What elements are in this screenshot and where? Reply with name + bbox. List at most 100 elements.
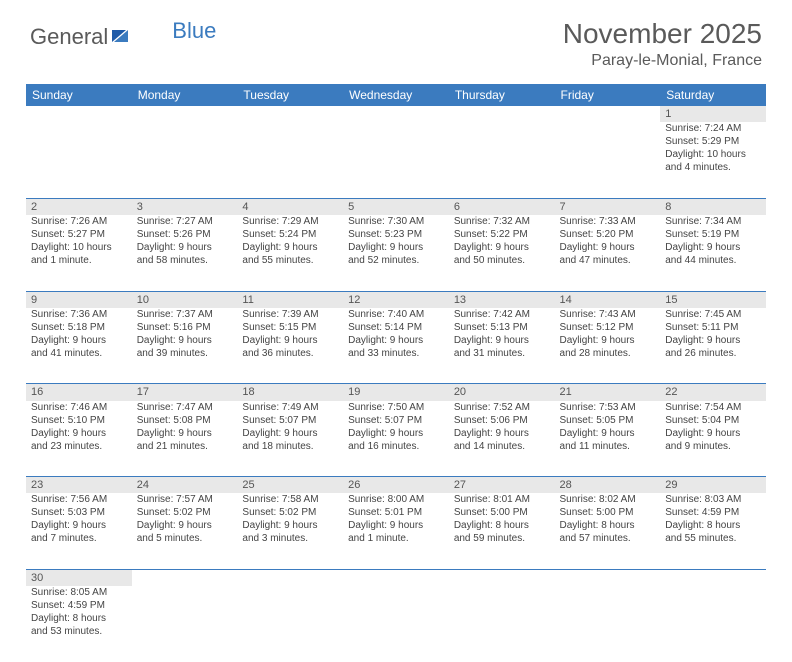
sunrise-line: Sunrise: 7:30 AM xyxy=(348,215,444,228)
header: General Blue November 2025 Paray-le-Moni… xyxy=(0,0,792,78)
sunrise-line: Sunrise: 7:34 AM xyxy=(665,215,761,228)
sunrise-line: Sunrise: 7:56 AM xyxy=(31,493,127,506)
daycell-25: Sunrise: 7:58 AMSunset: 5:02 PMDaylight:… xyxy=(237,493,343,569)
daylight-line2: and 39 minutes. xyxy=(137,347,233,360)
week-4-data: Sunrise: 7:56 AMSunset: 5:03 PMDaylight:… xyxy=(26,493,766,569)
sunrise-line: Sunrise: 7:49 AM xyxy=(242,401,338,414)
sunset-line: Sunset: 5:27 PM xyxy=(31,228,127,241)
daylight-line1: Daylight: 9 hours xyxy=(560,427,656,440)
sunrise-line: Sunrise: 7:33 AM xyxy=(560,215,656,228)
daycell-17: Sunrise: 7:47 AMSunset: 5:08 PMDaylight:… xyxy=(132,401,238,477)
sunrise-line: Sunrise: 7:58 AM xyxy=(242,493,338,506)
daynum-6: 6 xyxy=(449,198,555,215)
sunset-line: Sunset: 5:04 PM xyxy=(665,414,761,427)
daycell-7: Sunrise: 7:33 AMSunset: 5:20 PMDaylight:… xyxy=(555,215,661,291)
sunset-line: Sunset: 4:59 PM xyxy=(31,599,127,612)
sunset-line: Sunset: 5:22 PM xyxy=(454,228,550,241)
daynum-empty xyxy=(237,106,343,122)
daylight-line2: and 9 minutes. xyxy=(665,440,761,453)
week-1-daynums: 2345678 xyxy=(26,198,766,215)
sunrise-line: Sunrise: 7:24 AM xyxy=(665,122,761,135)
daynum-1: 1 xyxy=(660,106,766,122)
daylight-line1: Daylight: 8 hours xyxy=(31,612,127,625)
daynum-14: 14 xyxy=(555,291,661,308)
sunrise-line: Sunrise: 7:50 AM xyxy=(348,401,444,414)
sunset-line: Sunset: 5:07 PM xyxy=(348,414,444,427)
daynum-30: 30 xyxy=(26,569,132,586)
daylight-line1: Daylight: 9 hours xyxy=(242,427,338,440)
daylight-line1: Daylight: 8 hours xyxy=(665,519,761,532)
sunset-line: Sunset: 5:10 PM xyxy=(31,414,127,427)
daylight-line2: and 21 minutes. xyxy=(137,440,233,453)
sunset-line: Sunset: 5:02 PM xyxy=(137,506,233,519)
daycell-empty xyxy=(132,122,238,198)
daynum-11: 11 xyxy=(237,291,343,308)
daylight-line1: Daylight: 9 hours xyxy=(560,241,656,254)
daynum-10: 10 xyxy=(132,291,238,308)
sunrise-line: Sunrise: 7:42 AM xyxy=(454,308,550,321)
sunrise-line: Sunrise: 7:32 AM xyxy=(454,215,550,228)
daynum-3: 3 xyxy=(132,198,238,215)
sunrise-line: Sunrise: 8:02 AM xyxy=(560,493,656,506)
daylight-line1: Daylight: 9 hours xyxy=(665,334,761,347)
daycell-13: Sunrise: 7:42 AMSunset: 5:13 PMDaylight:… xyxy=(449,308,555,384)
daylight-line1: Daylight: 8 hours xyxy=(454,519,550,532)
daycell-16: Sunrise: 7:46 AMSunset: 5:10 PMDaylight:… xyxy=(26,401,132,477)
week-0-daynums: 1 xyxy=(26,106,766,122)
daylight-line2: and 1 minute. xyxy=(348,532,444,545)
daynum-empty xyxy=(449,106,555,122)
sunset-line: Sunset: 5:19 PM xyxy=(665,228,761,241)
daynum-29: 29 xyxy=(660,477,766,494)
sunset-line: Sunset: 5:15 PM xyxy=(242,321,338,334)
daycell-empty xyxy=(237,122,343,198)
sunrise-line: Sunrise: 7:36 AM xyxy=(31,308,127,321)
daycell-5: Sunrise: 7:30 AMSunset: 5:23 PMDaylight:… xyxy=(343,215,449,291)
sunrise-line: Sunrise: 7:46 AM xyxy=(31,401,127,414)
daynum-empty xyxy=(449,569,555,586)
daycell-empty xyxy=(449,586,555,662)
sunrise-line: Sunrise: 7:26 AM xyxy=(31,215,127,228)
daynum-5: 5 xyxy=(343,198,449,215)
daylight-line1: Daylight: 9 hours xyxy=(137,519,233,532)
daycell-30: Sunrise: 8:05 AMSunset: 4:59 PMDaylight:… xyxy=(26,586,132,662)
sunset-line: Sunset: 5:26 PM xyxy=(137,228,233,241)
daylight-line1: Daylight: 9 hours xyxy=(242,519,338,532)
sunrise-line: Sunrise: 8:03 AM xyxy=(665,493,761,506)
sunset-line: Sunset: 5:00 PM xyxy=(454,506,550,519)
daylight-line1: Daylight: 9 hours xyxy=(137,427,233,440)
daynum-21: 21 xyxy=(555,384,661,401)
sunset-line: Sunset: 5:13 PM xyxy=(454,321,550,334)
daycell-empty xyxy=(555,586,661,662)
daylight-line2: and 44 minutes. xyxy=(665,254,761,267)
sunset-line: Sunset: 5:29 PM xyxy=(665,135,761,148)
location: Paray-le-Monial, France xyxy=(563,52,762,70)
sunrise-line: Sunrise: 7:54 AM xyxy=(665,401,761,414)
daylight-line1: Daylight: 9 hours xyxy=(242,241,338,254)
daynum-26: 26 xyxy=(343,477,449,494)
daynum-8: 8 xyxy=(660,198,766,215)
daylight-line2: and 31 minutes. xyxy=(454,347,550,360)
sunset-line: Sunset: 5:14 PM xyxy=(348,321,444,334)
daynum-18: 18 xyxy=(237,384,343,401)
daycell-empty xyxy=(343,586,449,662)
daycell-19: Sunrise: 7:50 AMSunset: 5:07 PMDaylight:… xyxy=(343,401,449,477)
sunrise-line: Sunrise: 7:47 AM xyxy=(137,401,233,414)
daylight-line2: and 4 minutes. xyxy=(665,161,761,174)
sunset-line: Sunset: 5:11 PM xyxy=(665,321,761,334)
daylight-line1: Daylight: 9 hours xyxy=(348,334,444,347)
weekday-monday: Monday xyxy=(132,84,238,106)
daynum-19: 19 xyxy=(343,384,449,401)
daycell-23: Sunrise: 7:56 AMSunset: 5:03 PMDaylight:… xyxy=(26,493,132,569)
daylight-line1: Daylight: 9 hours xyxy=(665,427,761,440)
daycell-empty xyxy=(237,586,343,662)
daylight-line1: Daylight: 10 hours xyxy=(31,241,127,254)
daynum-24: 24 xyxy=(132,477,238,494)
sunset-line: Sunset: 5:18 PM xyxy=(31,321,127,334)
daynum-empty xyxy=(26,106,132,122)
daylight-line2: and 57 minutes. xyxy=(560,532,656,545)
daycell-empty xyxy=(555,122,661,198)
weekday-thursday: Thursday xyxy=(449,84,555,106)
daycell-8: Sunrise: 7:34 AMSunset: 5:19 PMDaylight:… xyxy=(660,215,766,291)
week-2-daynums: 9101112131415 xyxy=(26,291,766,308)
sunset-line: Sunset: 5:20 PM xyxy=(560,228,656,241)
